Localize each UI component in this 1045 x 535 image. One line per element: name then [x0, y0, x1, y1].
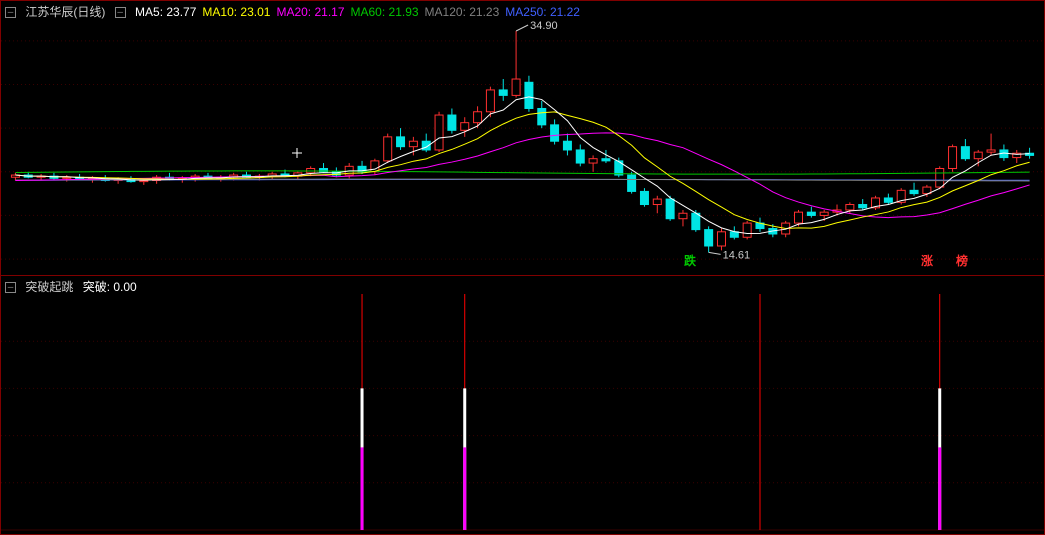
ma-label-ma250: MA250: 21.22 [505, 5, 580, 19]
ma-legend: MA5: 23.77 MA10: 23.01 MA20: 21.17 MA60: 21… [135, 5, 586, 19]
svg-text:14.61: 14.61 [723, 249, 751, 261]
ma-label-ma60: MA60: 21.93 [351, 5, 419, 19]
ma-label-ma120: MA120: 21.23 [425, 5, 500, 19]
ma-toggle[interactable]: – [115, 7, 126, 18]
candlestick-panel[interactable]: – 江苏华辰(日线) – MA5: 23.77 MA10: 23.01 MA20: … [1, 1, 1044, 276]
main-header: – 江苏华辰(日线) – MA5: 23.77 MA10: 23.01 MA20: … [5, 3, 592, 20]
sub-header: – 突破起跳 突破: 0.00 [5, 278, 143, 295]
indicator-panel[interactable]: – 突破起跳 突破: 0.00 [1, 276, 1044, 534]
indicator-svg [1, 276, 1044, 534]
collapse-toggle-sub[interactable]: – [5, 282, 16, 293]
stock-chart-container: – 江苏华辰(日线) – MA5: 23.77 MA10: 23.01 MA20: … [0, 0, 1045, 535]
stock-title: 江苏华辰(日线) [25, 5, 105, 19]
svg-text:34.90: 34.90 [530, 20, 558, 32]
svg-text:跌: 跌 [684, 253, 697, 268]
ma-label-ma10: MA10: 23.01 [202, 5, 270, 19]
candlestick-svg: 34.90 14.61 跌 涨 榜 [1, 1, 1044, 276]
indicator-value: 突破: 0.00 [83, 280, 137, 294]
ma-label-ma20: MA20: 21.17 [276, 5, 344, 19]
collapse-toggle-main[interactable]: – [5, 7, 16, 18]
ma-label-ma5: MA5: 23.77 [135, 5, 196, 19]
indicator-title: 突破起跳 [25, 280, 73, 294]
svg-text:榜: 榜 [956, 253, 968, 268]
svg-text:涨: 涨 [921, 253, 933, 268]
